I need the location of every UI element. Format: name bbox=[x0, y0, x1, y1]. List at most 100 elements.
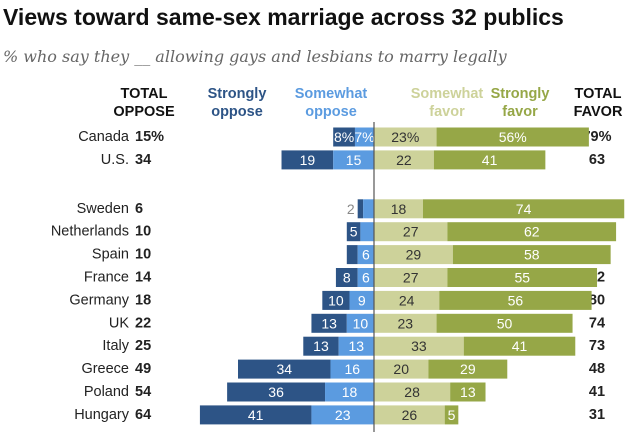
total-oppose-germany: 18 bbox=[135, 292, 151, 308]
value-somewhat-oppose-spain: 6 bbox=[362, 247, 370, 263]
bar-somewhat-favor-italy bbox=[374, 336, 464, 356]
bar-strongly-oppose-poland bbox=[227, 382, 326, 402]
bar-strongly-favor-netherlands bbox=[447, 222, 617, 242]
value-strongly-favor-france: 55 bbox=[514, 270, 530, 286]
bar-strongly-favor-uk bbox=[436, 313, 573, 333]
bar-somewhat-oppose-sweden bbox=[363, 199, 374, 219]
value-somewhat-oppose-france: 6 bbox=[362, 270, 370, 286]
value-strongly-oppose-poland: 36 bbox=[268, 384, 284, 400]
value-strongly-favor-poland: 13 bbox=[460, 384, 476, 400]
value-strongly-oppose-u-s: 19 bbox=[300, 152, 316, 168]
country-label-france: France bbox=[84, 270, 129, 286]
total-favor-poland: 41 bbox=[589, 384, 605, 400]
value-somewhat-favor-germany: 24 bbox=[399, 292, 415, 308]
bar-strongly-oppose-france bbox=[335, 268, 358, 287]
country-label-netherlands: Netherlands bbox=[51, 224, 129, 240]
value-strongly-favor-u-s: 41 bbox=[482, 152, 498, 168]
bar-somewhat-oppose-netherlands bbox=[360, 222, 374, 242]
value-strongly-oppose-sweden: 2 bbox=[347, 201, 355, 217]
value-somewhat-favor-uk: 23 bbox=[397, 315, 413, 331]
value-strongly-favor-germany: 56 bbox=[508, 292, 524, 308]
value-somewhat-oppose-poland: 18 bbox=[342, 384, 358, 400]
bar-strongly-favor-sweden bbox=[422, 199, 625, 219]
value-strongly-favor-uk: 50 bbox=[497, 315, 513, 331]
country-label-germany: Germany bbox=[69, 292, 129, 308]
total-favor-canada: 79% bbox=[582, 129, 611, 145]
value-strongly-favor-canada: 56% bbox=[499, 129, 527, 145]
header-total-favor-line1: TOTAL bbox=[575, 86, 622, 102]
value-somewhat-oppose-u-s: 15 bbox=[346, 152, 362, 168]
value-strongly-oppose-uk: 13 bbox=[321, 315, 337, 331]
total-oppose-netherlands: 10 bbox=[135, 224, 151, 240]
value-strongly-favor-netherlands: 62 bbox=[524, 224, 540, 240]
bar-somewhat-oppose-canada bbox=[354, 127, 374, 147]
bar-strongly-oppose-canada bbox=[333, 127, 355, 147]
total-favor-germany: 80 bbox=[589, 292, 605, 308]
bar-somewhat-favor-spain bbox=[374, 245, 453, 265]
value-somewhat-oppose-germany: 9 bbox=[358, 292, 366, 308]
total-oppose-canada: 15% bbox=[135, 129, 164, 145]
bar-somewhat-favor-canada bbox=[374, 127, 437, 147]
bar-strongly-favor-germany bbox=[439, 290, 592, 310]
bar-strongly-oppose-netherlands bbox=[346, 222, 361, 242]
bar-somewhat-favor-u-s bbox=[374, 150, 434, 170]
bar-somewhat-oppose-u-s bbox=[333, 150, 374, 170]
total-oppose-greece: 49 bbox=[135, 361, 151, 377]
header-total-oppose-line2: OPPOSE bbox=[113, 104, 175, 120]
value-somewhat-favor-sweden: 18 bbox=[391, 201, 407, 217]
header-strongly-oppose-line1: Strongly bbox=[208, 86, 267, 102]
value-somewhat-favor-france: 27 bbox=[403, 270, 419, 286]
header-somewhat-oppose-line1: Somewhat bbox=[295, 86, 368, 102]
header-somewhat-favor-line1: Somewhat bbox=[411, 86, 484, 102]
header-strongly-oppose-line2: oppose bbox=[211, 104, 263, 120]
total-favor-uk: 74 bbox=[589, 315, 605, 331]
bar-somewhat-favor-greece bbox=[374, 359, 429, 379]
value-somewhat-oppose-hungary: 23 bbox=[335, 407, 351, 423]
country-label-greece: Greece bbox=[81, 361, 129, 377]
country-label-uk: UK bbox=[109, 315, 129, 331]
value-somewhat-favor-hungary: 26 bbox=[402, 407, 418, 423]
bar-somewhat-favor-germany bbox=[374, 290, 440, 310]
bar-strongly-oppose-italy bbox=[303, 336, 339, 356]
value-somewhat-oppose-uk: 10 bbox=[353, 315, 369, 331]
bar-somewhat-favor-france bbox=[374, 268, 448, 287]
value-strongly-oppose-netherlands: 5 bbox=[350, 224, 358, 240]
total-oppose-sweden: 6 bbox=[135, 201, 143, 217]
value-somewhat-oppose-greece: 16 bbox=[344, 361, 360, 377]
value-somewhat-oppose-italy: 13 bbox=[349, 338, 365, 354]
bar-somewhat-favor-sweden bbox=[374, 199, 423, 219]
total-oppose-spain: 10 bbox=[135, 247, 151, 263]
bar-somewhat-oppose-hungary bbox=[311, 405, 374, 425]
total-favor-hungary: 31 bbox=[589, 407, 605, 423]
bar-somewhat-oppose-uk bbox=[346, 313, 374, 333]
total-oppose-uk: 22 bbox=[135, 315, 151, 331]
value-strongly-oppose-hungary: 41 bbox=[248, 407, 264, 423]
chart-subtitle: % who say they __ allowing gays and lesb… bbox=[3, 47, 507, 66]
value-strongly-oppose-greece: 34 bbox=[276, 361, 292, 377]
total-favor-greece: 48 bbox=[589, 361, 605, 377]
bar-strongly-oppose-germany bbox=[322, 290, 350, 310]
bar-strongly-favor-spain bbox=[452, 245, 611, 265]
total-oppose-poland: 54 bbox=[135, 384, 151, 400]
country-label-sweden: Sweden bbox=[77, 201, 129, 217]
bar-strongly-oppose-spain bbox=[346, 245, 358, 265]
bar-somewhat-oppose-germany bbox=[349, 290, 374, 310]
bar-somewhat-favor-poland bbox=[374, 382, 451, 402]
value-strongly-oppose-italy: 13 bbox=[313, 338, 329, 354]
bar-strongly-oppose-greece bbox=[238, 359, 331, 379]
value-somewhat-favor-u-s: 22 bbox=[396, 152, 412, 168]
value-somewhat-favor-canada: 23% bbox=[391, 129, 419, 145]
bar-strongly-favor-u-s bbox=[433, 150, 546, 170]
bar-strongly-favor-hungary bbox=[444, 405, 459, 425]
header-somewhat-favor-line2: favor bbox=[429, 104, 465, 120]
bar-strongly-oppose-sweden bbox=[357, 199, 364, 219]
value-somewhat-favor-netherlands: 27 bbox=[403, 224, 419, 240]
value-somewhat-favor-poland: 28 bbox=[404, 384, 420, 400]
bar-somewhat-favor-hungary bbox=[374, 405, 445, 425]
value-strongly-oppose-germany: 10 bbox=[328, 292, 344, 308]
value-strongly-favor-sweden: 74 bbox=[516, 201, 532, 217]
bar-strongly-favor-canada bbox=[436, 127, 589, 147]
bar-strongly-favor-poland bbox=[450, 382, 486, 402]
total-oppose-france: 14 bbox=[135, 270, 151, 286]
